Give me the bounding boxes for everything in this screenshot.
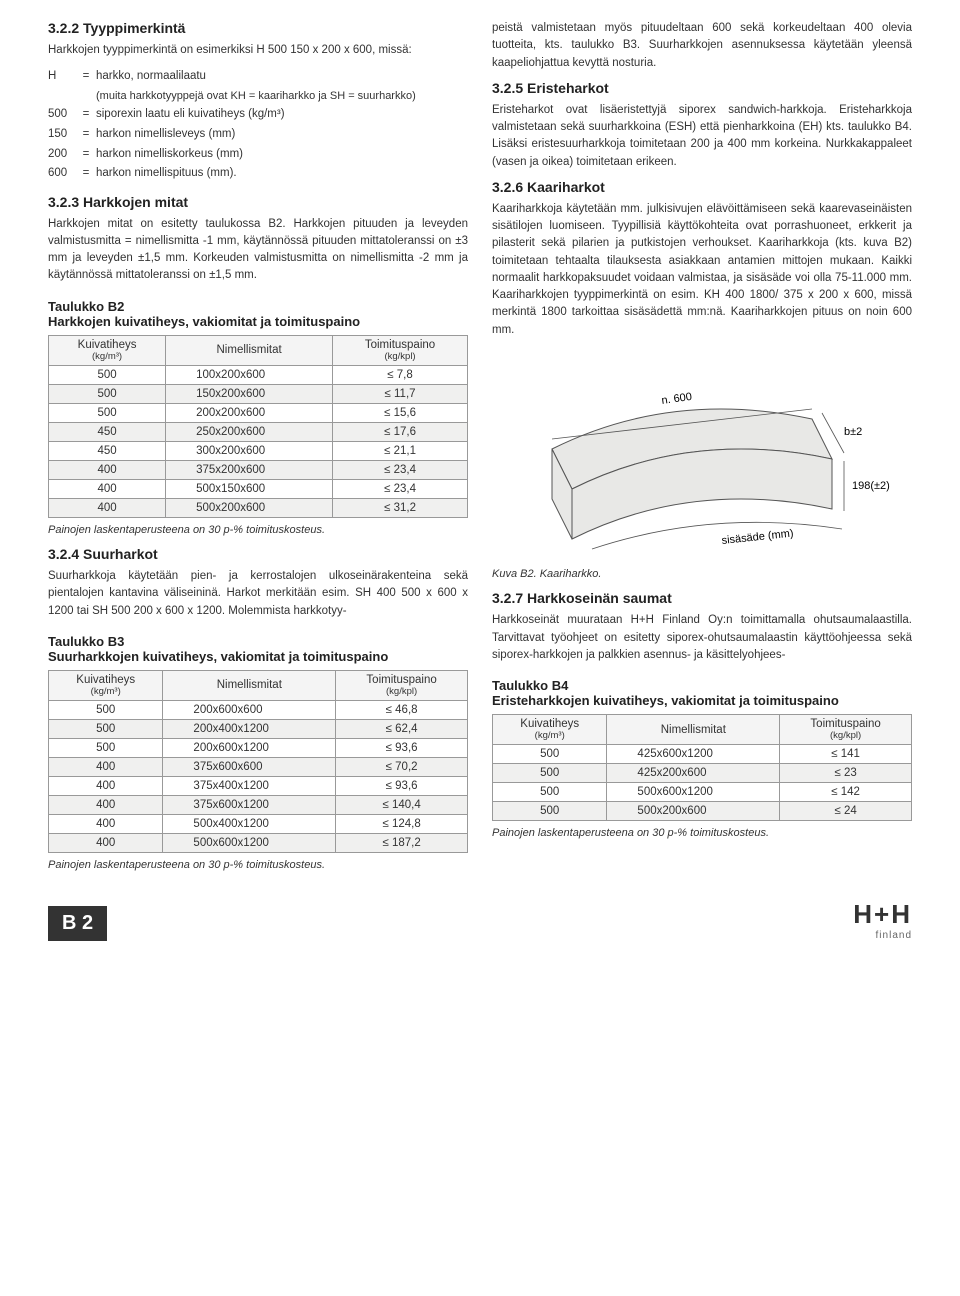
th-nimellismitat: Nimellismitat [166,335,333,365]
definition-row: 600=harkon nimellispituus (mm). [48,164,468,184]
heading-323: 3.2.3 Harkkojen mitat [48,194,468,210]
table-row: 450300x200x600≤ 21,1 [49,441,468,460]
para-324: Suurharkkoja käytetään pien- ja kerrosta… [48,568,468,620]
figure-caption: Kuva B2. Kaariharkko. [492,566,912,583]
table-b3: Kuivatiheys(kg/m³) Nimellismitat Toimitu… [48,670,468,853]
table-row: 500150x200x600≤ 11,7 [49,384,468,403]
table-b4: Kuivatiheys(kg/m³) Nimellismitat Toimitu… [492,714,912,821]
definition-list: H=harkko, normaalilaatu(muita harkkotyyp… [48,67,468,183]
para-continued: peistä valmistetaan myös pituudeltaan 60… [492,20,912,72]
th-toimituspaino: Toimituspaino(kg/kpl) [333,335,468,365]
table-row: 400500x150x600≤ 23,4 [49,479,468,498]
svg-text:sisäsäde (mm): sisäsäde (mm) [721,527,794,546]
table-row: 500100x200x600≤ 7,8 [49,365,468,384]
heading-325: 3.2.5 Eristeharkot [492,80,912,96]
table-row: 400375x200x600≤ 23,4 [49,460,468,479]
para-325: Eristeharkot ovat lisäeristettyjä sipore… [492,102,912,171]
table-row: 500200x600x1200≤ 93,6 [49,738,468,757]
definition-row: 200=harkon nimelliskorkeus (mm) [48,145,468,165]
heading-322: 3.2.2 Tyyppimerkintä [48,20,468,36]
table-row: 500200x200x600≤ 15,6 [49,403,468,422]
heading-324: 3.2.4 Suurharkot [48,546,468,562]
heading-327: 3.2.7 Harkkoseinän saumat [492,590,912,606]
para-322a: Harkkojen tyyppimerkintä on esimerkiksi … [48,42,468,59]
svg-text:b±2: b±2 [844,426,862,438]
para-323: Harkkojen mitat on esitetty taulukossa B… [48,216,468,285]
para-326: Kaariharkkoja käytetään mm. julkisivujen… [492,201,912,339]
table-row: 500200x400x1200≤ 62,4 [49,719,468,738]
table-row: 400500x600x1200≤ 187,2 [49,833,468,852]
page-number-badge: B 2 [48,906,107,941]
table-b3-title: Taulukko B3 Suurharkkojen kuivatiheys, v… [48,634,468,664]
table-row: 400375x600x600≤ 70,2 [49,757,468,776]
table-b2: Kuivatiheys(kg/m³) Nimellismitat Toimitu… [48,335,468,518]
svg-text:198(±2): 198(±2) [852,480,890,492]
table-row: 400500x200x600≤ 31,2 [49,498,468,517]
table-b4-title: Taulukko B4 Eristeharkkojen kuivatiheys,… [492,678,912,708]
table-row: 500425x600x1200≤ 141 [493,745,912,764]
table-b3-note: Painojen laskentaperusteena on 30 p-% to… [48,857,468,874]
table-b2-note: Painojen laskentaperusteena on 30 p-% to… [48,522,468,539]
table-b4-note: Painojen laskentaperusteena on 30 p-% to… [492,825,912,842]
definition-row: 500=siporexin laatu eli kuivatiheys (kg/… [48,105,468,125]
table-row: 400375x600x1200≤ 140,4 [49,795,468,814]
table-row: 450250x200x600≤ 17,6 [49,422,468,441]
table-row: 400500x400x1200≤ 124,8 [49,814,468,833]
table-row: 500500x600x1200≤ 142 [493,783,912,802]
brand-logo: H+H finland [853,899,912,941]
table-b2-title: Taulukko B2 Harkkojen kuivatiheys, vakio… [48,299,468,329]
heading-326: 3.2.6 Kaariharkot [492,179,912,195]
table-row: 500200x600x600≤ 46,8 [49,700,468,719]
table-row: 400375x400x1200≤ 93,6 [49,776,468,795]
definition-row: 150=harkon nimellisleveys (mm) [48,125,468,145]
figure-kaariharkko: n. 600 b±2 198(±2) sisäsäde (mm) [492,349,912,559]
table-row: 500500x200x600≤ 24 [493,802,912,821]
table-row: 500425x200x600≤ 23 [493,764,912,783]
para-327: Harkkoseinät muurataan H+H Finland Oy:n … [492,612,912,664]
definition-row: H=harkko, normaalilaatu [48,67,468,87]
svg-text:n. 600: n. 600 [661,391,693,407]
th-kuivatiheys: Kuivatiheys(kg/m³) [49,335,166,365]
